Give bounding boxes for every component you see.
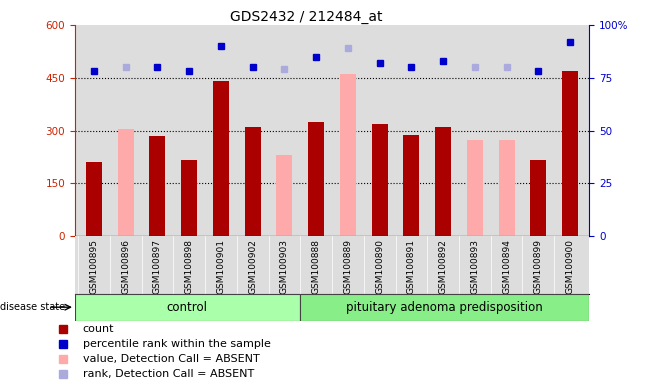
Bar: [340, 73, 356, 236]
Text: GSM100892: GSM100892: [439, 239, 448, 294]
Bar: [562, 71, 578, 236]
Text: value, Detection Call = ABSENT: value, Detection Call = ABSENT: [83, 354, 259, 364]
Text: control: control: [167, 301, 208, 314]
Bar: [499, 141, 514, 236]
Text: GSM100900: GSM100900: [566, 239, 575, 294]
Text: pituitary adenoma predisposition: pituitary adenoma predisposition: [346, 301, 543, 314]
Text: GSM100890: GSM100890: [375, 239, 384, 294]
Bar: [75, 294, 300, 321]
Bar: [181, 161, 197, 236]
Text: GSM100901: GSM100901: [216, 239, 225, 294]
Title: GDS2432 / 212484_at: GDS2432 / 212484_at: [230, 10, 383, 24]
Text: count: count: [83, 324, 114, 334]
Text: GSM100903: GSM100903: [280, 239, 289, 294]
Bar: [467, 141, 483, 236]
Text: GSM100895: GSM100895: [89, 239, 98, 294]
Bar: [300, 294, 589, 321]
Bar: [531, 161, 546, 236]
Text: GSM100902: GSM100902: [248, 239, 257, 294]
Text: disease state: disease state: [0, 302, 65, 312]
Bar: [435, 127, 451, 236]
Text: GSM100889: GSM100889: [343, 239, 352, 294]
Bar: [213, 81, 229, 236]
Bar: [245, 127, 260, 236]
Bar: [372, 124, 387, 236]
Text: GSM100888: GSM100888: [312, 239, 321, 294]
Text: GSM100898: GSM100898: [185, 239, 193, 294]
Text: GSM100896: GSM100896: [121, 239, 130, 294]
Text: rank, Detection Call = ABSENT: rank, Detection Call = ABSENT: [83, 369, 254, 379]
Text: percentile rank within the sample: percentile rank within the sample: [83, 339, 270, 349]
Text: GSM100899: GSM100899: [534, 239, 543, 294]
Text: GSM100891: GSM100891: [407, 239, 416, 294]
Bar: [86, 162, 102, 236]
Bar: [118, 129, 133, 236]
Text: GSM100897: GSM100897: [153, 239, 162, 294]
Bar: [404, 135, 419, 236]
Bar: [150, 136, 165, 236]
Text: GSM100894: GSM100894: [502, 239, 511, 294]
Bar: [277, 155, 292, 236]
Bar: [308, 122, 324, 236]
Text: GSM100893: GSM100893: [471, 239, 479, 294]
